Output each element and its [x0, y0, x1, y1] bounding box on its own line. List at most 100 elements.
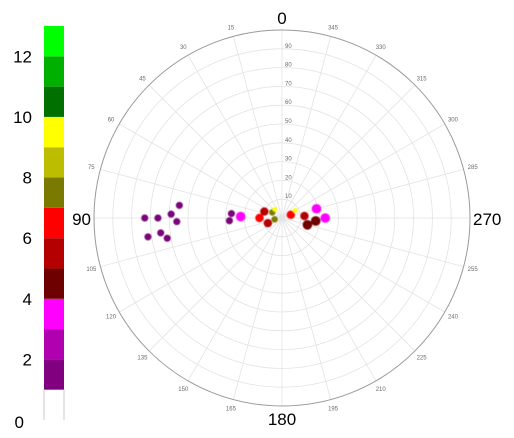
angle-tick-label: 165: [226, 407, 237, 413]
angular-grid-spoke: [281, 217, 416, 352]
radial-tick-labels: 10 20 30 40 50 60 70 80 90: [285, 44, 292, 200]
angle-tick-label: 285: [468, 165, 479, 171]
radial-tick-label: 10: [285, 194, 292, 200]
cardinal-labels: 0 90 180 270: [72, 9, 501, 429]
angle-tick-label: 15: [228, 25, 235, 31]
angle-tick-label: 240: [448, 315, 459, 321]
angle-tick-label: 150: [178, 387, 189, 393]
data-clusters: [141, 201, 331, 242]
angle-tick-label: 195: [328, 407, 339, 413]
colorbar-cell: [44, 86, 64, 117]
data-cluster-point: [144, 233, 152, 241]
cardinal-label: 270: [473, 210, 501, 229]
radial-tick-label: 90: [285, 44, 292, 50]
angular-grid-spoke: [281, 217, 446, 313]
angular-grid-spoke: [281, 217, 332, 400]
colorbar-tick-label: 8: [23, 169, 32, 188]
colorbar-tick-label: 2: [23, 350, 32, 369]
data-cluster-point: [300, 211, 309, 221]
angular-grid-spoke: [232, 217, 283, 400]
colorbar-cell: [44, 177, 64, 208]
data-cluster-point: [227, 210, 235, 218]
angular-grid-spoke: [187, 217, 283, 382]
angular-grid-spoke: [281, 168, 464, 219]
data-cluster-point: [263, 218, 273, 228]
data-cluster-point: [286, 210, 296, 219]
colorbar-tick-label: 12: [13, 47, 32, 66]
angular-grid-spoke: [187, 54, 283, 219]
angle-tick-label: 255: [468, 267, 479, 273]
colorbar-cell: [44, 359, 64, 390]
angle-tick-label: 330: [376, 45, 387, 51]
angle-tick-label: 345: [328, 25, 339, 31]
data-cluster-point: [292, 208, 298, 213]
data-cluster-point: [271, 216, 278, 223]
colorbar-cell: [44, 207, 64, 239]
angle-tick-label: 75: [88, 165, 95, 171]
data-cluster-point: [255, 213, 264, 223]
angle-tick-label: 135: [137, 356, 148, 362]
data-cluster-point: [320, 213, 331, 223]
angle-tick-label: 315: [417, 76, 428, 82]
colorbar-cell: [44, 238, 64, 269]
angle-tick-labels: 15 30 45 60 75 105 120 135 150 165 195 210 225 240 255…: [86, 25, 478, 412]
cardinal-label: 90: [72, 210, 91, 229]
angle-tick-label: 45: [139, 76, 146, 82]
angular-grid-spoke: [118, 217, 283, 313]
data-cluster-point: [167, 210, 175, 218]
colorbar-tick-label: 6: [23, 229, 32, 248]
angle-tick-label: 120: [106, 315, 117, 321]
angle-tick-label: 210: [376, 387, 387, 393]
angular-grid-spoke: [148, 217, 283, 352]
angular-grid-spoke: [281, 36, 332, 219]
radial-tick-label: 50: [285, 119, 292, 125]
colorbar-cell: [44, 26, 64, 57]
data-cluster-point: [311, 203, 322, 214]
angular-grid-spoke: [281, 217, 377, 382]
angular-grid-spoke: [148, 84, 283, 219]
angular-grid-spoke: [232, 36, 283, 219]
angular-grid-spoke: [281, 84, 416, 219]
radial-tick-label: 80: [285, 63, 292, 69]
radial-tick-label: 20: [285, 175, 292, 181]
angular-grid-spoke: [281, 123, 446, 219]
angular-grid-spoke: [281, 217, 464, 268]
radial-tick-label: 40: [285, 138, 292, 144]
angular-grid-spoke: [118, 123, 283, 219]
data-cluster-point: [260, 207, 269, 216]
colorbar-cell: [44, 298, 64, 330]
data-cluster-point: [173, 218, 181, 226]
data-cluster-point: [310, 216, 321, 226]
data-cluster-point: [163, 234, 171, 242]
angular-grid-spoke: [281, 54, 377, 219]
data-cluster-point: [225, 217, 233, 225]
colorbar-cell: [44, 268, 64, 299]
data-cluster-point: [141, 214, 149, 222]
angle-tick-label: 30: [180, 45, 187, 51]
data-cluster-point: [175, 201, 183, 209]
colorbar-cell: [44, 147, 64, 178]
data-cluster-point: [302, 220, 313, 230]
angle-tick-label: 60: [108, 117, 115, 123]
data-cluster-point: [235, 211, 246, 222]
angular-grid-spoke: [100, 168, 283, 219]
colorbar-cells: [44, 26, 64, 390]
angular-grid: [94, 30, 470, 406]
cardinal-label: 0: [277, 9, 286, 28]
angular-grid-spoke: [100, 217, 283, 268]
radial-tick-label: 70: [285, 81, 292, 87]
angle-tick-label: 300: [448, 117, 459, 123]
cardinal-label: 180: [268, 410, 296, 429]
colorbar-cell: [44, 329, 64, 360]
radial-tick-label: 60: [285, 100, 292, 106]
data-cluster-point: [272, 206, 278, 212]
colorbar-tick-label: 4: [23, 290, 32, 309]
colorbar: 0 2 4 6 8 10 12: [13, 26, 65, 432]
colorbar-tick-label: 10: [13, 108, 32, 127]
data-cluster-point: [157, 229, 165, 237]
angle-tick-label: 105: [86, 267, 97, 273]
data-cluster-point: [154, 214, 162, 222]
polar-outer-ring: [93, 29, 471, 407]
